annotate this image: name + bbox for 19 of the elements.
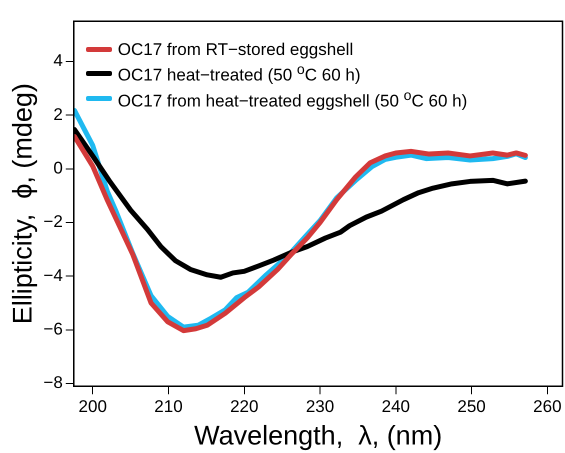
y-tick-label: −2 [43, 212, 63, 232]
y-tick-label: 2 [53, 104, 63, 124]
legend-label: OC17 heat−treated (50 $^{o}$C 60 h) [118, 61, 360, 86]
y-tick-label: −6 [43, 320, 63, 339]
legend-label: OC17 from heat−treated eggshell (50 $^{o}$C 60 h) [118, 86, 468, 112]
legend-label: OC17 from RT−stored eggshell [118, 39, 354, 60]
x-tick-label: 220 [230, 397, 258, 416]
y-axis-title: Ellipticity, ϕ, (mdeg) [8, 83, 38, 324]
y-tick-label: −4 [43, 266, 63, 285]
x-tick-label: 210 [154, 397, 183, 416]
x-tick-label: 250 [457, 397, 486, 416]
x-tick-label: 240 [382, 397, 410, 416]
y-tick-label: 4 [53, 51, 63, 70]
y-tick-label: −8 [43, 373, 63, 392]
x-tick-label: 260 [533, 397, 562, 416]
x-tick-label: 200 [78, 397, 107, 416]
y-tick-label: 0 [53, 158, 63, 178]
x-tick-label: 230 [306, 397, 334, 416]
x-axis-title: Wavelength, λ, (nm) [194, 420, 442, 450]
